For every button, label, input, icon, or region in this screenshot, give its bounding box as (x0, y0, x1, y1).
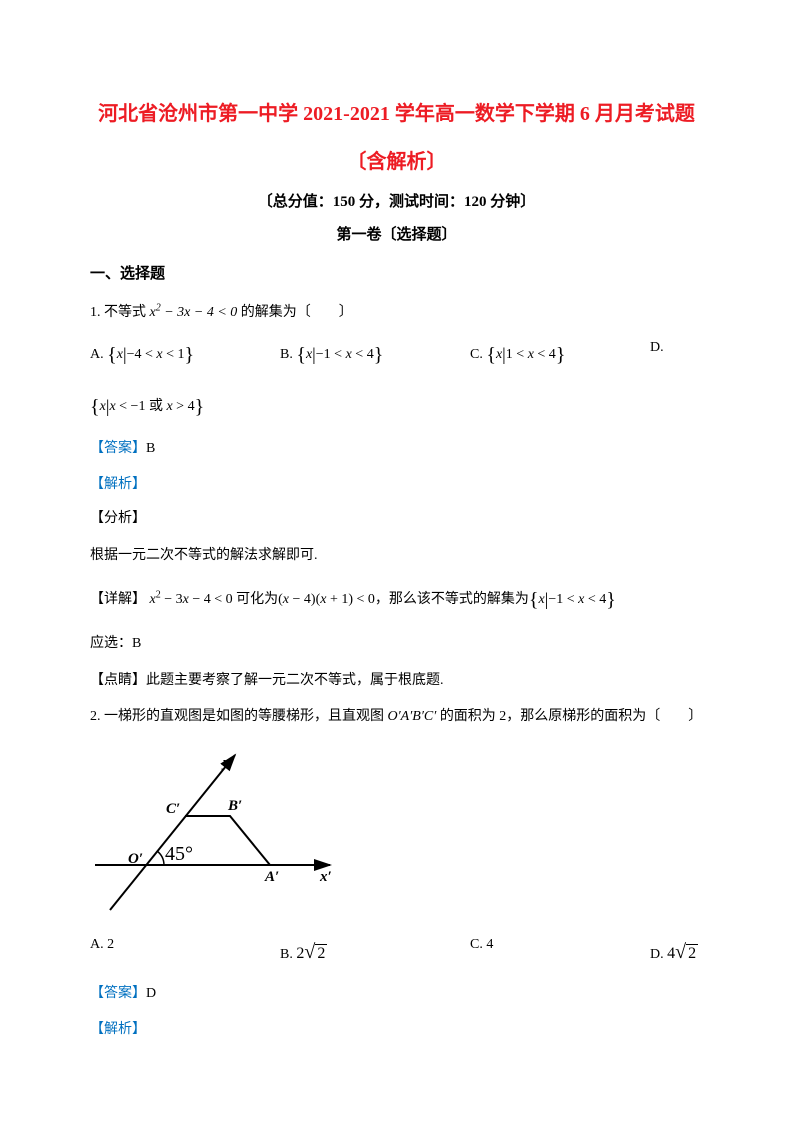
O-label: O′ (128, 851, 143, 867)
q2-jiexi: 【解析】 (90, 1013, 703, 1047)
q2-optA-val: 2 (107, 937, 114, 952)
document-subtitle: 〔总分值：150 分，测试时间：120 分钟〕 (90, 186, 703, 219)
q2-optC: C. 4 (470, 928, 650, 976)
answer-text: B (146, 441, 155, 456)
q1-optC: C. {x|1 < x < 4} (470, 331, 650, 379)
A-label: A′ (264, 869, 279, 885)
dianjing-label: 【点睛】 (90, 673, 146, 688)
q1-fenxi-label: 【分析】 (90, 501, 703, 537)
q2-optA: A. 2 (90, 928, 280, 976)
q2-optB: B. 2√2 (280, 928, 470, 976)
q1-optD: {x|x < −1 或 x > 4} (90, 383, 204, 431)
q2-answer-text: D (146, 986, 156, 1001)
q2-answer: 【答案】D (90, 976, 703, 1012)
q1-optA: A. {x|−4 < x < 1} (90, 331, 280, 379)
q2-oabc: O′A′B′C′ (388, 709, 437, 724)
document-title-line1: 河北省沧州市第一中学 2021-2021 学年高一数学下学期 6 月月考试题 (90, 90, 703, 138)
q2-answer-label: 【答案】 (90, 986, 146, 1001)
q1-expr: x2 − 3x − 4 < 0 (150, 305, 238, 320)
q2-stem-pre: 2. 一梯形的直观图是如图的等腰梯形，且直观图 (90, 709, 388, 724)
angle-label: 45° (165, 843, 193, 865)
q2-stem-post: 的面积为 2，那么原梯形的面积为〔 〕 (436, 709, 702, 724)
document-title-line2: 〔含解析〕 (90, 138, 703, 186)
q2-optC-val: 4 (486, 937, 493, 952)
xiangjie-label: 【详解】 (90, 592, 146, 607)
q1-jiexi: 【解析】 (90, 468, 703, 502)
answer-label: 【答案】 (90, 441, 146, 456)
x-axis-label: x′ (319, 869, 332, 885)
q1-optD-label: D. (650, 340, 664, 355)
q1-optC-label: C. (470, 347, 486, 362)
section-heading: 一、选择题 (90, 262, 703, 283)
q2-optB-label: B. (280, 947, 296, 962)
q2-figure: y′ x′ O′ C′ B′ A′ 45° (90, 745, 703, 920)
y-axis-label: y′ (221, 755, 234, 771)
trapezoid-diagram: y′ x′ O′ C′ B′ A′ 45° (90, 745, 340, 915)
q1-stem: 1. 不等式 x2 − 3x − 4 < 0 的解集为〔 〕 (90, 295, 703, 331)
B-label: B′ (227, 798, 242, 814)
dianjing-text: 此题主要考察了解一元二次不等式，属于根底题. (146, 673, 444, 688)
q1-optD-label-only: D. (650, 331, 700, 379)
q1-options: A. {x|−4 < x < 1} B. {x|−1 < x < 4} C. {… (90, 331, 703, 431)
q1-fenxi-text: 根据一元二次不等式的解法求解即可. (90, 538, 703, 574)
q1-yingxuan: 应选：B (90, 626, 703, 662)
q2-optA-label: A. (90, 937, 107, 952)
xiangjie-post: ，那么该不等式的解集为 (375, 592, 529, 607)
q2-optC-label: C. (470, 937, 486, 952)
q2-stem: 2. 一梯形的直观图是如图的等腰梯形，且直观图 O′A′B′C′ 的面积为 2，… (90, 699, 703, 735)
q1-answer: 【答案】B (90, 431, 703, 467)
section-header: 第一卷〔选择题〕 (90, 219, 703, 252)
q2-optD: D. 4√2 (650, 928, 703, 976)
q2-options: A. 2 B. 2√2 C. 4 D. 4√2 (90, 928, 703, 976)
q1-stem-post: 的解集为〔 〕 (237, 305, 353, 320)
q1-optA-label: A. (90, 347, 107, 362)
q1-stem-pre: 1. 不等式 (90, 305, 150, 320)
q1-optB: B. {x|−1 < x < 4} (280, 331, 470, 379)
q2-optD-label: D. (650, 947, 667, 962)
q1-xiangjie: 【详解】 x2 − 3x − 4 < 0 可化为(x − 4)(x + 1) <… (90, 574, 703, 626)
q1-dianjing: 【点睛】此题主要考察了解一元二次不等式，属于根底题. (90, 663, 703, 699)
C-label: C′ (166, 801, 180, 817)
q1-optB-label: B. (280, 347, 296, 362)
